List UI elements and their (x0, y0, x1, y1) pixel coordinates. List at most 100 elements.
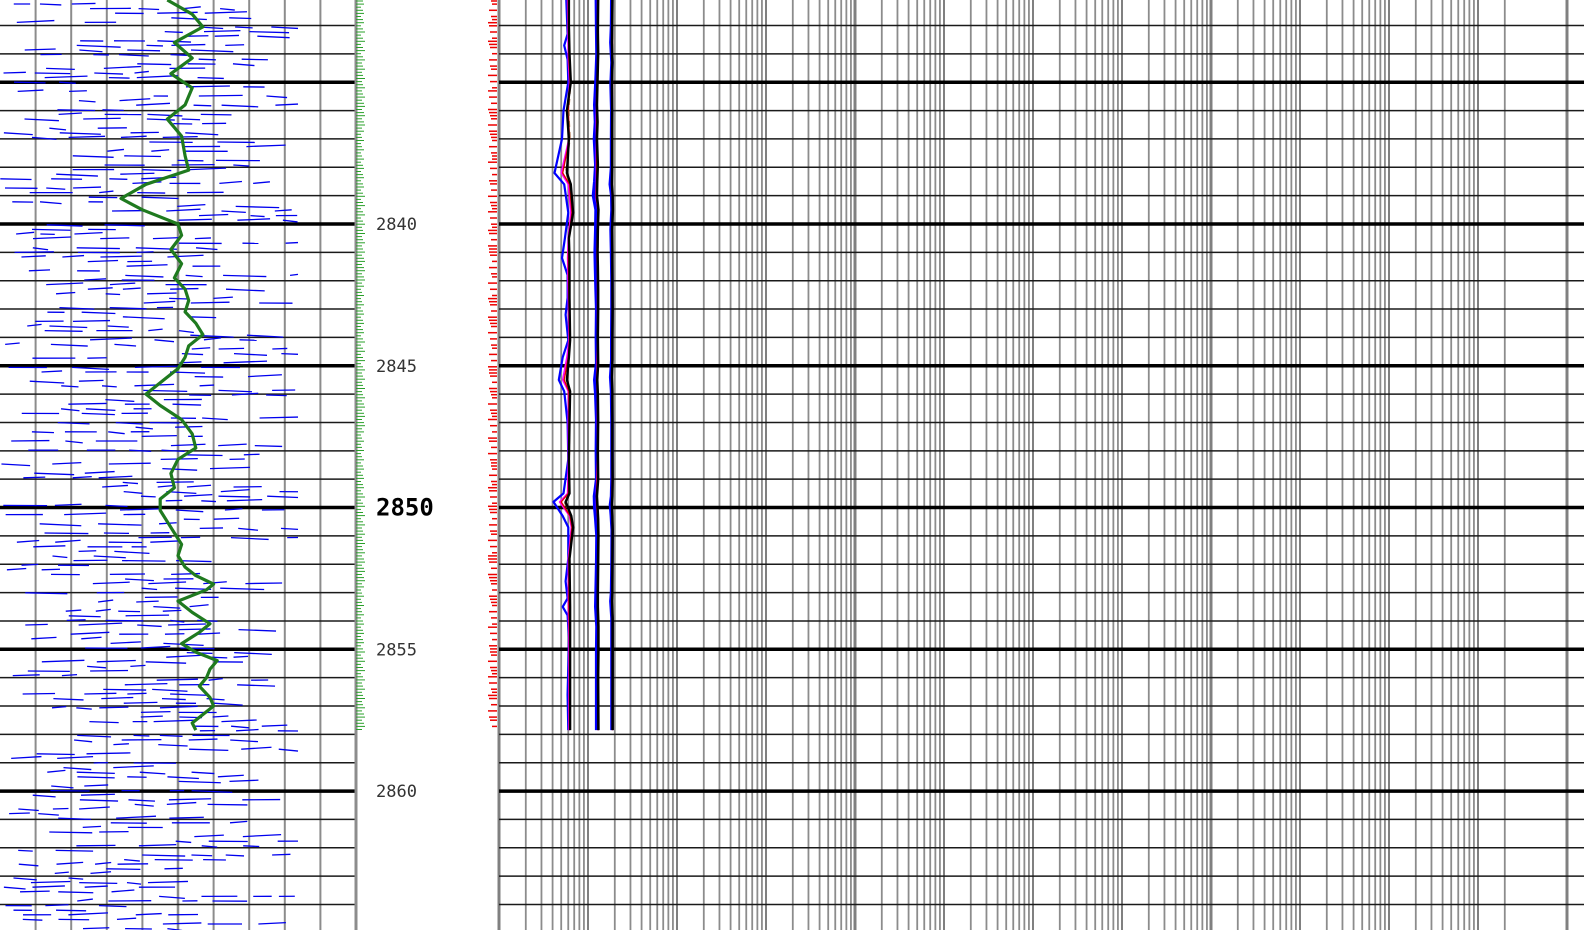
blue-dip-stroke (261, 724, 288, 727)
blue-dip-stroke (33, 545, 66, 548)
blue-dip-stroke (16, 231, 35, 235)
blue-dip-stroke (101, 385, 117, 388)
blue-dip-stroke (46, 282, 84, 286)
blue-dip-stroke (68, 615, 101, 618)
blue-dip-stroke (81, 311, 116, 315)
log-curve (552, 0, 571, 731)
blue-dip-stroke (274, 209, 292, 212)
blue-dip-stroke (55, 291, 76, 295)
blue-dip-stroke (162, 467, 198, 471)
blue-dip-stroke (140, 715, 163, 718)
blue-dip-stroke (97, 599, 114, 603)
blue-dip-stroke (49, 127, 67, 131)
depth-label: 2840 (376, 215, 417, 235)
blue-dip-stroke (190, 301, 230, 304)
blue-dip-stroke (201, 845, 218, 848)
blue-dip-stroke (86, 752, 131, 755)
blue-dip-stroke (130, 664, 146, 668)
blue-dip-stroke (189, 748, 229, 752)
blue-dip-stroke (20, 890, 50, 893)
blue-dip-stroke (82, 927, 110, 930)
blue-dip-stroke (45, 904, 69, 907)
blue-dip-stroke (36, 753, 75, 756)
blue-dip-stroke (41, 370, 63, 373)
blue-dip-stroke (156, 678, 198, 681)
blue-dip-stroke (12, 674, 40, 677)
green-curve (119, 0, 219, 731)
blue-dip-stroke (246, 334, 284, 338)
blue-dip-stroke (124, 858, 140, 862)
blue-dip-stroke (120, 508, 160, 511)
blue-dip-stroke (183, 6, 201, 10)
blue-dip-stroke (235, 205, 280, 209)
blue-dip-stroke (133, 734, 150, 737)
blue-dip-stroke (84, 278, 107, 281)
blue-dip-stroke (124, 155, 161, 158)
blue-dip-stroke (154, 858, 193, 861)
blue-dip-stroke (78, 99, 96, 103)
blue-dip-stroke (208, 678, 223, 681)
blue-dip-stroke (3, 132, 33, 136)
blue-dip-stroke (189, 167, 227, 171)
blue-dip-stroke (100, 237, 130, 240)
blue-dip-stroke (213, 517, 240, 520)
blue-dip-stroke (201, 500, 217, 503)
blue-dip-stroke (68, 877, 84, 880)
blue-dip-stroke (105, 398, 135, 403)
blue-dip-stroke (249, 30, 290, 34)
blue-dip-stroke (98, 904, 127, 908)
blue-dip-stroke (32, 247, 49, 251)
blue-dip-stroke (126, 264, 168, 267)
blue-dip-stroke (58, 891, 94, 894)
blue-dip-stroke (275, 103, 299, 106)
blue-dip-stroke (11, 755, 42, 760)
blue-dip-stroke (198, 94, 243, 97)
blue-dip-stroke (13, 877, 37, 881)
blue-dip-stroke (103, 688, 147, 691)
blue-dip-stroke (243, 453, 260, 456)
blue-dip-stroke (27, 323, 42, 327)
blue-dip-stroke (136, 75, 178, 79)
blue-dip-stroke (213, 702, 243, 706)
blue-dip-stroke (148, 328, 163, 332)
blue-dip-stroke (54, 871, 69, 875)
blue-dip-stroke (161, 449, 185, 453)
blue-dip-stroke (81, 636, 102, 640)
blue-dip-stroke (47, 769, 66, 773)
blue-dip-stroke (281, 352, 299, 355)
blue-dip-stroke (34, 72, 71, 75)
blue-dip-stroke (87, 665, 107, 669)
blue-dip-stroke (76, 771, 115, 775)
blue-dip-stroke (76, 707, 92, 710)
blue-dip-stroke (107, 325, 129, 328)
blue-dip-stroke (204, 11, 248, 14)
blue-dip-stroke (233, 655, 249, 658)
blue-dip-stroke (167, 776, 199, 780)
blue-dip-stroke (58, 112, 82, 116)
blue-dip-stroke (138, 7, 160, 11)
blue-dip-stroke (74, 231, 103, 235)
blue-dip-stroke (207, 803, 248, 806)
blue-dip-stroke (32, 885, 65, 888)
blue-dip-stroke (32, 236, 72, 240)
blue-dip-stroke (191, 789, 233, 794)
blue-dip-stroke (141, 196, 179, 200)
blue-dip-stroke (59, 81, 76, 84)
blue-dip-stroke (197, 632, 221, 635)
blue-dip-stroke (253, 181, 270, 185)
blue-dip-stroke (90, 871, 112, 875)
blue-dip-stroke (59, 132, 101, 135)
blue-dip-stroke (25, 623, 48, 626)
blue-dip-stroke (162, 922, 202, 925)
blue-dip-stroke (22, 918, 43, 921)
blue-dip-stroke (159, 895, 185, 900)
blue-dip-stroke (108, 431, 125, 435)
blue-dip-stroke (29, 380, 65, 384)
blue-dip-stroke (166, 654, 203, 658)
blue-dip-stroke (170, 619, 185, 623)
blue-dip-stroke (72, 155, 114, 158)
blue-dip-stroke (39, 523, 82, 527)
blue-dip-stroke (153, 605, 181, 609)
blue-dip-stroke (54, 503, 82, 507)
blue-dip-stroke (6, 567, 27, 571)
